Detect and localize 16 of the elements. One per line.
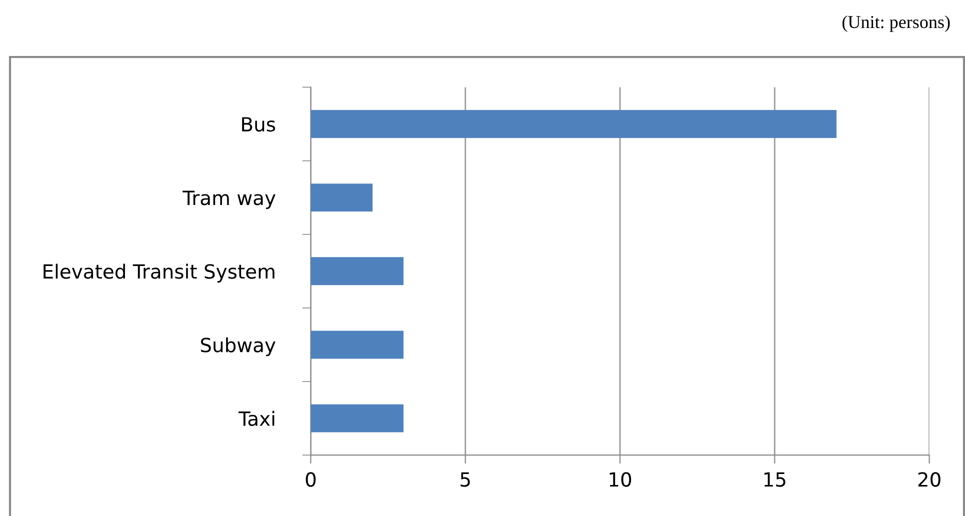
x-tick-label: 10 <box>610 472 632 487</box>
bar <box>310 257 404 286</box>
bar <box>310 330 404 359</box>
y-tick-label: Taxi <box>238 410 274 426</box>
x-tick-label: 5 <box>460 472 470 487</box>
y-tick-label: Bus <box>242 117 276 132</box>
x-tick-label: 20 <box>918 472 940 487</box>
y-tick-label: Elevated Transit System <box>44 264 274 283</box>
bar <box>310 184 373 212</box>
bar <box>310 110 837 138</box>
y-tick-label: Tram way <box>182 190 276 210</box>
text: (Unit: persons) <box>842 15 950 32</box>
x-tick-label: 0 <box>306 472 316 487</box>
bar <box>310 404 404 432</box>
y-tick-label: Subway <box>200 337 276 356</box>
x-tick-label: 15 <box>764 472 786 487</box>
